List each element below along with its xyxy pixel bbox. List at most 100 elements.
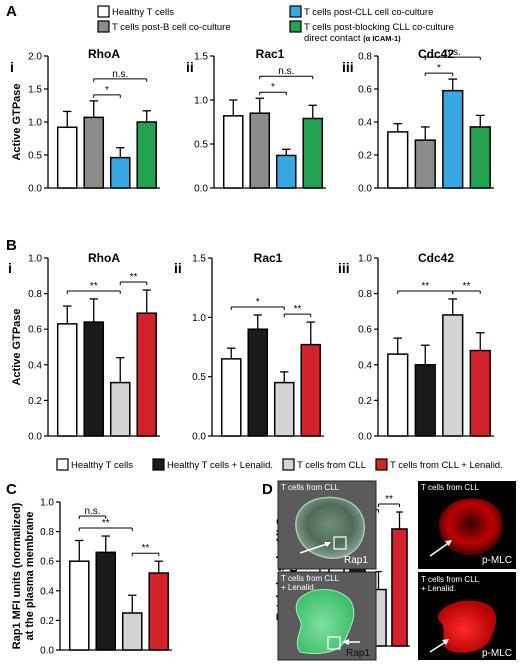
significance-label: * [105,85,109,96]
significance-label: ** [142,543,150,554]
legend-a-swatch-1 [97,20,110,33]
bar [220,358,242,437]
bar [273,381,295,437]
legend-b: Healthy T cells Healthy T cells + Lenali… [56,458,503,471]
bar [109,381,131,437]
micrograph-d-top: T cells from CLL p-MLC [418,481,516,569]
legend-b-swatch-0 [56,458,69,471]
legend-b-label-3: T cells from CLL + Lenalid. [390,460,503,471]
y-tick-label: 0.5 [192,372,206,383]
bar [414,139,436,189]
y-tick-label: 1.0 [28,118,42,129]
legend-a-label-3c-text: (α ICAM-1) [363,34,401,43]
y-tick-label: 0.6 [358,325,372,336]
bar [387,353,409,437]
subpanel-label: iii [342,59,354,75]
micrograph-d-bottom-marker: p-MLC [482,648,512,659]
legend-a-label-2: T cells post-CLL cell co-culture [304,7,433,18]
y-tick-label: 1.0 [28,254,42,265]
legend-b-swatch-3 [375,458,388,471]
significance-label: * [256,297,260,308]
micrograph-c-bottom: T cells from CLL + Lenalid. Rap1 [277,571,377,661]
y-tick-label: 0.0 [358,432,372,443]
subpanel-label: i [10,59,14,75]
legend-a-label-3b-text: direct contact [304,33,361,44]
legend-a-swatch-2 [289,5,302,18]
subpanel-label: ii [186,59,194,75]
legend-a-swatch-3 [289,20,302,33]
significance-label: n.s. [112,69,128,80]
bar [302,117,324,189]
significance-label: ** [90,281,98,292]
y-tick-label: 0.5 [28,151,42,162]
bar [95,551,117,651]
significance-label: ** [102,518,110,529]
subpanel-label: ii [174,260,182,276]
micrograph-c-top-caption: T cells from CLL [281,483,340,492]
y-tick-label: 1.5 [28,85,42,96]
y-tick-label: 1.5 [192,254,206,265]
arrow-line [429,541,451,557]
arrow-icon [445,540,452,546]
y-tick-label: 0.0 [28,184,42,195]
y-axis-label: Active GTPase [11,83,23,160]
micrograph-d-bottom-caption-1: T cells from CLL [421,575,480,584]
bar [300,343,322,437]
y-tick-label: 1.0 [194,96,208,107]
y-tick-label: 0.2 [358,396,372,407]
subpanel-label: i [8,260,12,276]
micrograph-c-bottom-marker: Rap1 [346,648,370,659]
y-tick-label: 0.0 [194,184,208,195]
y-tick-label: 0.4 [40,586,54,597]
legend-b-swatch-1 [152,458,165,471]
bar [249,112,271,189]
legend-a-label-3: T cells post-blocking CLL co-culture [304,22,454,33]
y-tick-label: 0.8 [358,52,372,63]
y-tick-label: 1.5 [194,52,208,63]
significance-label: ** [421,281,429,292]
y-tick-label: 0.8 [358,289,372,300]
y-tick-label: 0.4 [28,360,42,371]
panel-letter-b: B [6,237,17,254]
chart-title: RhoA [88,251,120,265]
significance-label: n.s. [84,506,100,517]
y-axis-label: Rap1 MFI units (normalized) [11,502,23,649]
chart-title: Cdc42 [418,251,454,265]
legend-a-label-0: Healthy T cells [112,7,174,18]
y-tick-label: 0.0 [358,184,372,195]
micrograph-d-bottom: T cells from CLL + Lenalid. p-MLC [418,572,516,660]
y-tick-label: 0.2 [40,616,54,627]
panel-letter-c: C [6,481,17,498]
bar [469,349,491,437]
inset-box [333,536,347,550]
significance-label: n.s. [278,66,294,77]
bar [68,560,90,651]
cell-shape [437,600,497,653]
legend-a: Healthy T cells T cells post-B cell co-c… [97,5,454,44]
legend-a-label-3b: direct contact (α ICAM-1) [304,33,401,44]
legend-a-swatch-0 [97,5,110,18]
y-tick-label: 0.2 [358,151,372,162]
significance-label: ** [385,494,393,505]
bar [83,321,105,437]
legend-b-label-0: Healthy T cells [71,460,133,471]
significance-label: * [437,63,441,74]
bar [414,364,436,437]
y-tick-label: 0.8 [28,289,42,300]
chart-title: Rac1 [256,47,285,61]
chart-b-iii-cdc42: iii Cdc42 0.0 0.2 0.4 0.6 0.8 1.0 ** ** [338,251,494,443]
y-tick-label: 0.0 [192,432,206,443]
significance-label: ** [463,281,471,292]
bar [469,126,491,189]
y-tick-label: 1.0 [192,313,206,324]
arrow-line [429,640,448,653]
y-tick-label: 0.0 [40,646,54,657]
legend-b-label-2: T cells from CLL [297,460,366,471]
bar [56,323,78,437]
bar [121,612,143,651]
bar [442,89,464,189]
significance-label: n.s. [445,47,461,58]
micrograph-c-top: T cells from CLL Rap1 [277,480,377,570]
